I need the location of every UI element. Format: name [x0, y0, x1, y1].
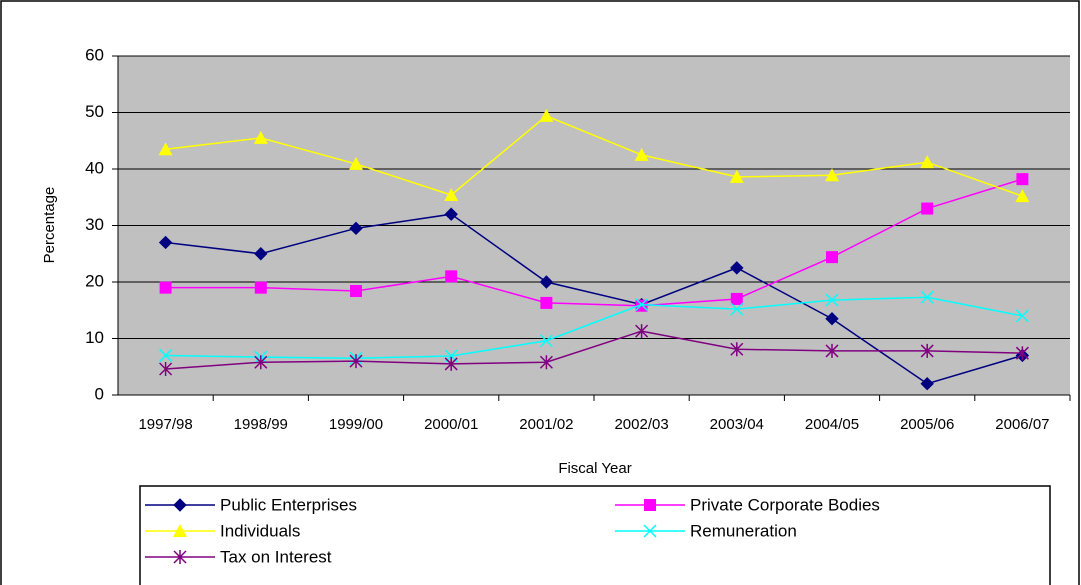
marker [1016, 173, 1029, 186]
marker [920, 290, 934, 304]
y-tick-label: 30 [85, 215, 104, 234]
marker [920, 155, 935, 169]
x-tick-label: 2005/06 [900, 416, 954, 433]
marker [173, 524, 187, 537]
marker [730, 261, 744, 275]
legend-label: Private Corporate Bodies [690, 495, 880, 514]
marker [253, 130, 268, 144]
marker [159, 281, 172, 294]
marker [730, 302, 744, 316]
x-tick-label: 2006/07 [995, 416, 1049, 433]
marker [539, 275, 554, 289]
marker [920, 343, 934, 358]
marker [539, 355, 553, 370]
y-tick-label: 0 [95, 384, 104, 403]
marker [825, 168, 839, 182]
marker [635, 299, 648, 312]
series-line [165, 296, 1023, 360]
y-tick-label: 40 [85, 158, 104, 177]
marker [445, 270, 458, 283]
marker [730, 292, 743, 305]
y-tick-label: 20 [85, 271, 104, 290]
marker [825, 293, 839, 307]
series-line [165, 178, 1023, 307]
x-tick-label: 2003/04 [710, 416, 764, 433]
series-line [165, 330, 1023, 370]
marker [643, 524, 657, 538]
x-tick-label: 2004/05 [805, 416, 859, 433]
marker [254, 247, 268, 261]
marker [158, 235, 173, 250]
marker [173, 498, 187, 512]
marker [1015, 346, 1029, 361]
x-tick-label: 1998/99 [234, 416, 288, 433]
y-tick-label: 60 [85, 45, 104, 64]
marker [634, 147, 649, 161]
marker [159, 348, 173, 362]
marker [921, 202, 934, 215]
marker [540, 296, 553, 309]
x-tick-label: 2000/01 [424, 416, 478, 433]
legend-label: Remuneration [690, 521, 797, 540]
x-tick-label: 2002/03 [614, 416, 668, 433]
marker [159, 362, 173, 377]
marker [644, 499, 656, 511]
marker [730, 342, 744, 357]
y-tick-label: 50 [85, 102, 104, 121]
series-line [165, 115, 1023, 197]
marker [539, 334, 553, 348]
marker [729, 169, 744, 183]
marker [825, 343, 839, 358]
marker [254, 281, 267, 294]
legend-label: Public Enterprises [220, 495, 357, 514]
marker [635, 324, 649, 339]
legend-label: Individuals [220, 521, 300, 540]
marker [349, 354, 363, 369]
x-tick-label: 1997/98 [138, 416, 192, 433]
marker [254, 355, 268, 370]
x-tick-label: 2001/02 [519, 416, 573, 433]
marker [444, 356, 458, 371]
marker [635, 298, 649, 312]
marker [826, 251, 838, 264]
marker [1015, 309, 1029, 323]
y-tick-label: 10 [85, 328, 104, 347]
marker [349, 221, 363, 236]
marker [349, 156, 363, 170]
marker [539, 108, 554, 122]
marker [920, 376, 934, 391]
marker [173, 550, 187, 564]
legend-box [139, 485, 1051, 585]
x-tick-label: 1999/00 [329, 416, 383, 433]
marker [825, 312, 839, 326]
marker [444, 187, 459, 201]
x-axis-label: Fiscal Year [558, 460, 631, 477]
marker [1015, 189, 1030, 203]
legend-label: Tax on Interest [220, 547, 332, 566]
marker [350, 285, 362, 298]
marker [158, 142, 173, 156]
y-axis-label: Percentage [41, 187, 58, 264]
marker [444, 207, 458, 221]
